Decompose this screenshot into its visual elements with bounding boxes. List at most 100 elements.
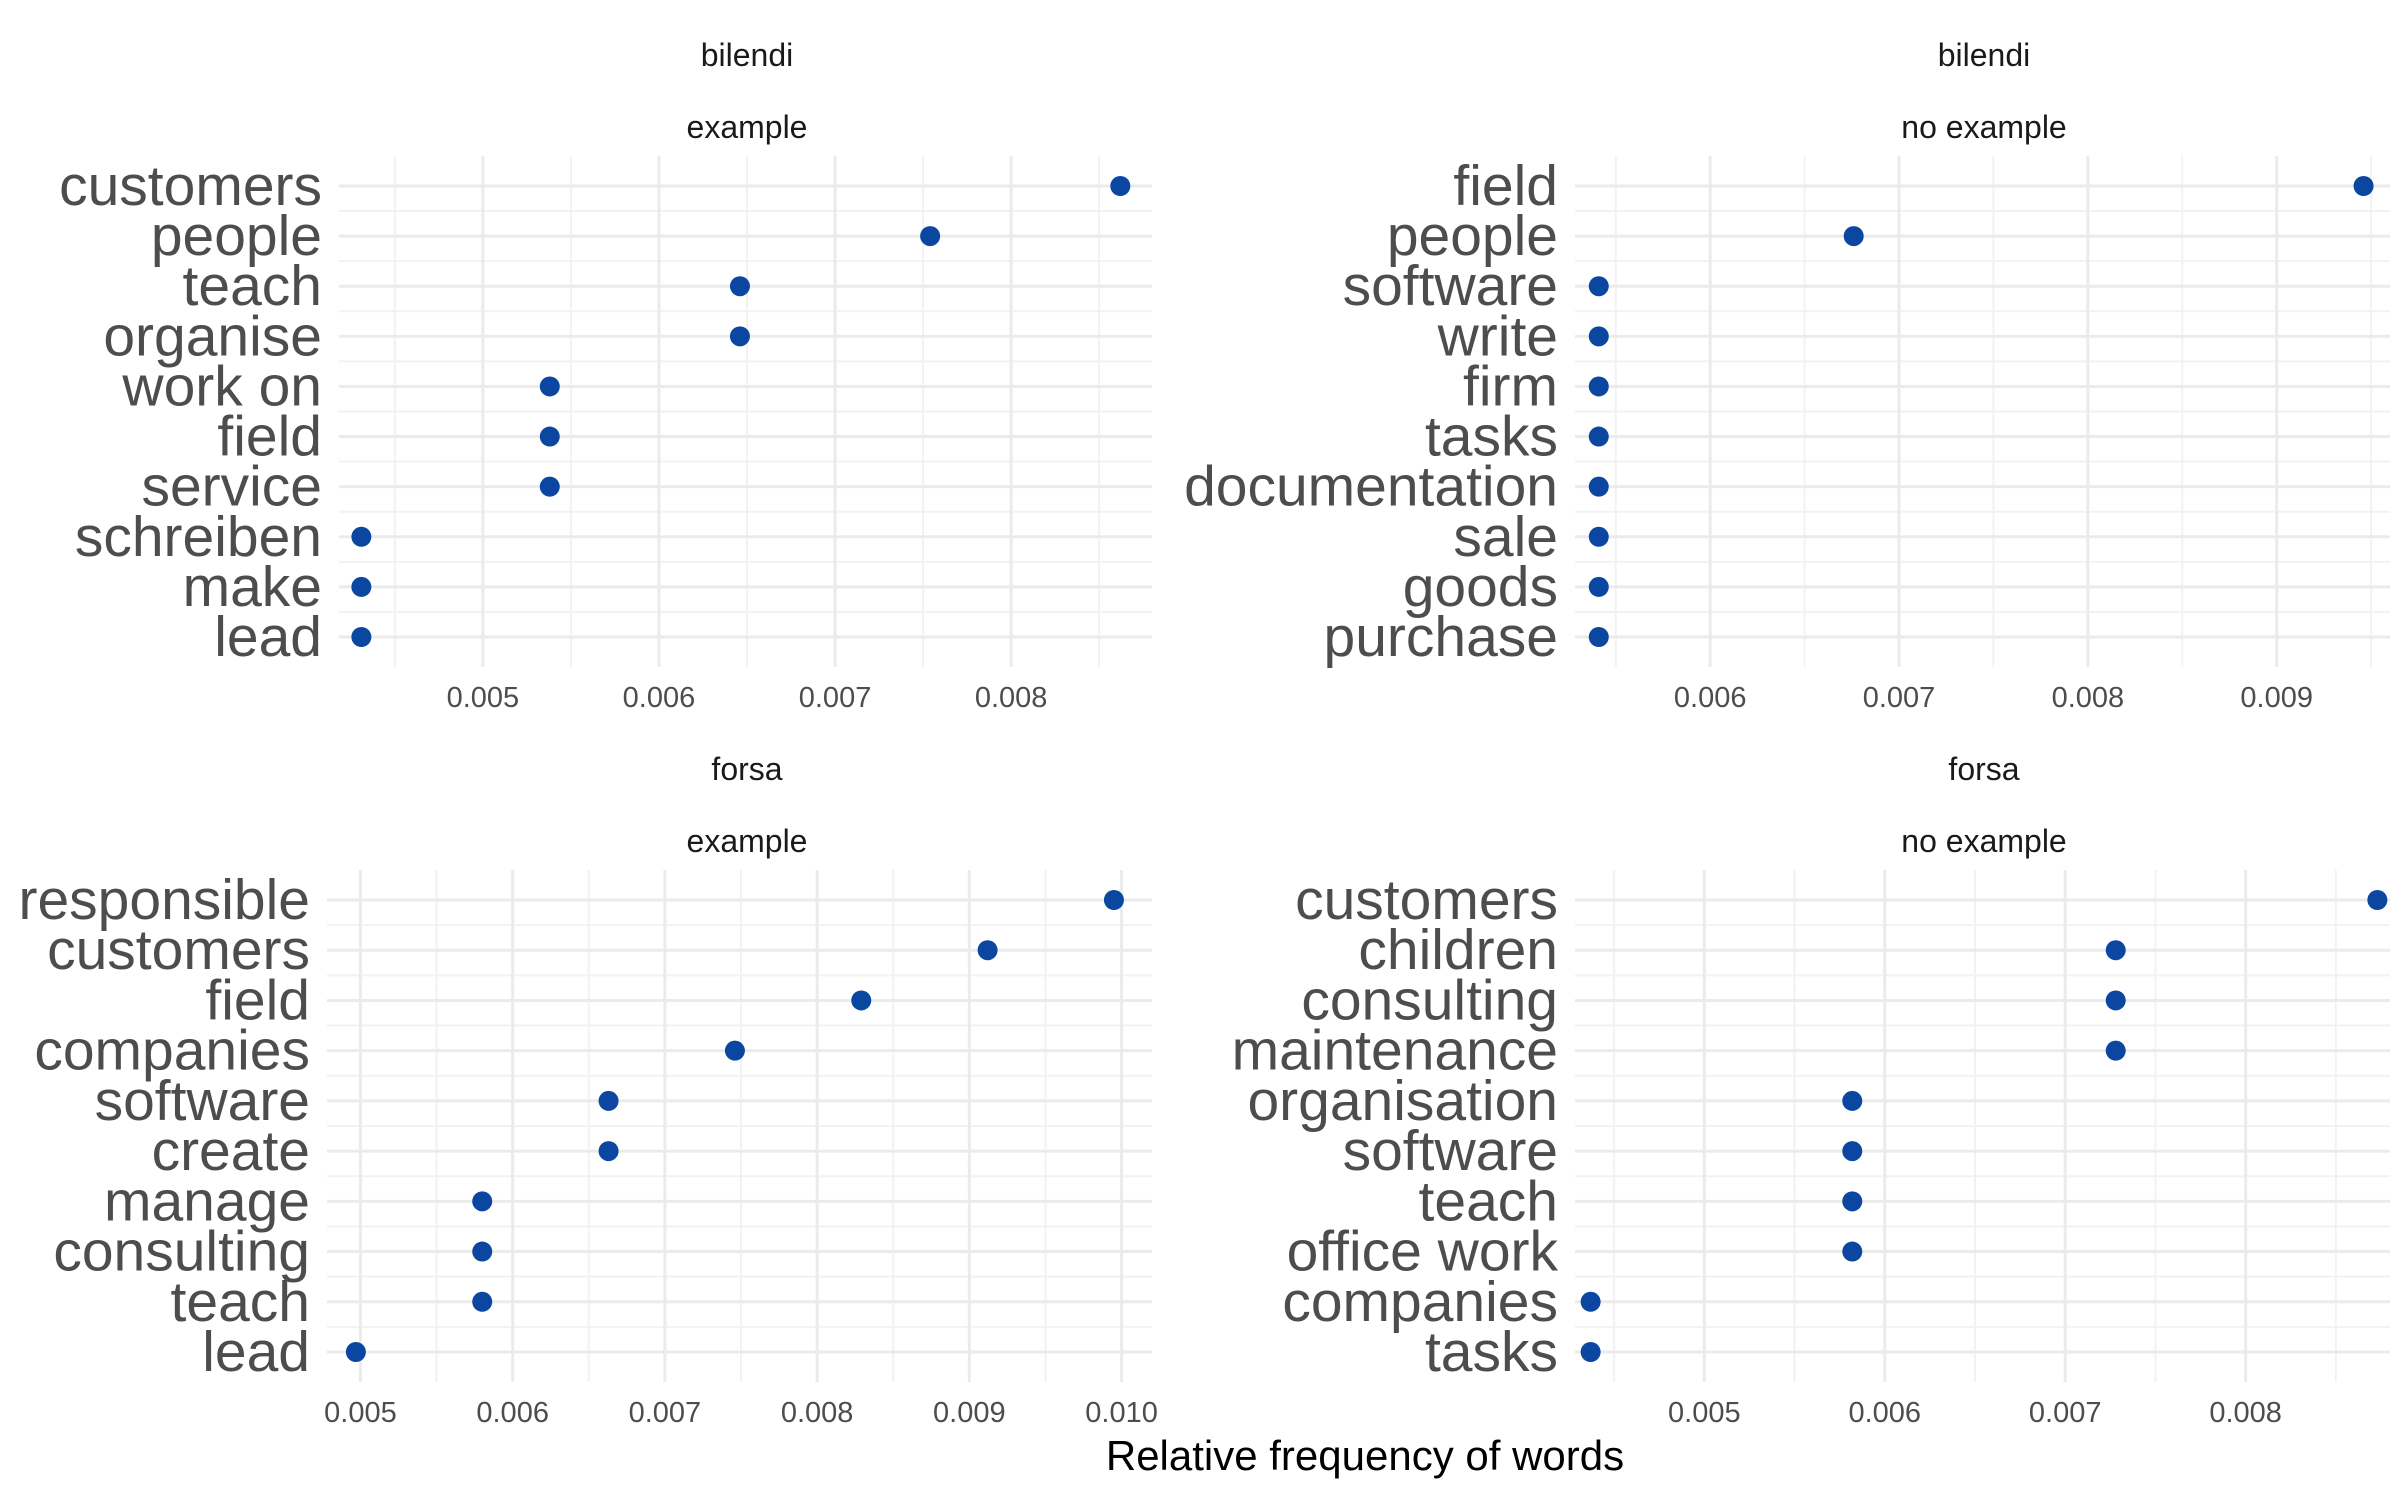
data-point xyxy=(729,276,750,297)
facet-panel: bilendi no example fieldpeoplesoftwarewrit… xyxy=(1184,37,2390,714)
data-point xyxy=(724,1040,745,1061)
y-tick-label: service xyxy=(141,455,322,519)
x-tick-label: 0.010 xyxy=(1085,1397,1158,1429)
facet-panel: forsa example responsiblecustomersfieldcom… xyxy=(18,751,1157,1429)
y-tick-label: maintenance xyxy=(1232,1019,1558,1083)
x-tick-label: 0.008 xyxy=(2209,1397,2282,1429)
facet-label-source: forsa xyxy=(711,751,782,787)
data-point xyxy=(598,1141,619,1162)
facet-label-condition: example xyxy=(687,823,808,859)
data-point xyxy=(1588,526,1609,547)
data-point xyxy=(1110,176,1131,196)
data-point xyxy=(1588,426,1609,447)
facet-label-source: bilendi xyxy=(701,37,794,73)
x-tick-label: 0.005 xyxy=(447,682,520,714)
x-tick-label: 0.007 xyxy=(2029,1397,2102,1429)
y-tick-label: teach xyxy=(171,1270,310,1334)
y-tick-label: tasks xyxy=(1425,1320,1558,1384)
data-point xyxy=(2367,890,2388,910)
data-point xyxy=(1580,1342,1601,1362)
y-tick-label: purchase xyxy=(1324,605,1559,669)
y-tick-label: create xyxy=(152,1119,310,1183)
facet-panel: forsa no example customerschildrenconsulti… xyxy=(1232,751,2390,1429)
y-tick-label: software xyxy=(1343,254,1558,318)
y-tick-label: companies xyxy=(1282,1270,1558,1334)
data-point xyxy=(2105,1040,2126,1061)
y-tick-label: field xyxy=(205,968,310,1032)
data-point xyxy=(1842,1241,1863,1262)
y-tick-label: field xyxy=(217,405,322,469)
data-point xyxy=(729,326,750,347)
data-point xyxy=(1103,890,1124,910)
data-point xyxy=(351,526,372,547)
y-tick-label: consulting xyxy=(1301,968,1558,1032)
x-tick-label: 0.005 xyxy=(324,1397,397,1429)
y-tick-label: customers xyxy=(59,154,322,218)
y-tick-label: software xyxy=(95,1069,310,1133)
data-point xyxy=(1588,326,1609,347)
y-tick-label: make xyxy=(183,555,322,619)
data-point xyxy=(351,576,372,597)
x-tick-label: 0.009 xyxy=(2240,682,2313,714)
facet-panel: bilendi example customerspeopleteachorgani… xyxy=(59,37,1152,714)
data-point xyxy=(1842,1141,1863,1162)
y-tick-label: teach xyxy=(183,254,322,318)
data-point xyxy=(2353,176,2374,196)
x-tick-label: 0.006 xyxy=(1674,682,1747,714)
y-tick-label: customers xyxy=(47,918,310,982)
y-tick-label: software xyxy=(1343,1119,1558,1183)
y-tick-label: customers xyxy=(1295,868,1558,932)
y-tick-label: write xyxy=(1437,304,1558,368)
x-tick-label: 0.006 xyxy=(623,682,696,714)
data-point xyxy=(1842,1191,1863,1212)
data-point xyxy=(1843,226,1864,247)
x-tick-label: 0.008 xyxy=(975,682,1048,714)
x-tick-label: 0.007 xyxy=(629,1397,702,1429)
facet-label-condition: no example xyxy=(1901,109,2066,145)
data-point xyxy=(1588,476,1609,497)
y-tick-label: consulting xyxy=(53,1220,310,1284)
facet-label-source: forsa xyxy=(1948,751,2019,787)
y-tick-label: children xyxy=(1358,918,1558,982)
data-point xyxy=(1588,276,1609,297)
x-tick-label: 0.006 xyxy=(1848,1397,1921,1429)
y-tick-label: tasks xyxy=(1425,405,1558,469)
y-tick-label: organisation xyxy=(1247,1069,1558,1133)
data-point xyxy=(1588,576,1609,597)
y-tick-label: teach xyxy=(1419,1169,1558,1233)
y-tick-label: lead xyxy=(214,605,322,669)
x-tick-label: 0.009 xyxy=(933,1397,1006,1429)
data-point xyxy=(1588,627,1609,647)
x-tick-label: 0.007 xyxy=(1863,682,1936,714)
x-tick-label: 0.006 xyxy=(476,1397,549,1429)
y-tick-label: people xyxy=(151,204,322,268)
y-tick-label: documentation xyxy=(1184,455,1558,519)
data-point xyxy=(345,1342,366,1362)
y-tick-label: office work xyxy=(1287,1220,1559,1284)
data-point xyxy=(1588,376,1609,397)
facet-label-condition: example xyxy=(687,109,808,145)
x-tick-label: 0.008 xyxy=(2052,682,2125,714)
x-tick-label: 0.007 xyxy=(799,682,872,714)
data-point xyxy=(2105,940,2126,961)
y-tick-label: work on xyxy=(121,354,322,418)
y-tick-label: lead xyxy=(202,1320,310,1384)
y-tick-label: people xyxy=(1387,204,1558,268)
data-point xyxy=(539,376,560,397)
data-point xyxy=(977,940,998,961)
x-tick-label: 0.005 xyxy=(1668,1397,1741,1429)
y-tick-label: organise xyxy=(103,304,322,368)
y-tick-label: goods xyxy=(1403,555,1558,619)
data-point xyxy=(1580,1291,1601,1312)
y-tick-label: sale xyxy=(1453,505,1558,569)
y-tick-label: companies xyxy=(34,1019,310,1083)
data-point xyxy=(539,426,560,447)
y-tick-label: manage xyxy=(104,1169,310,1233)
y-tick-label: responsible xyxy=(18,868,310,932)
data-point xyxy=(351,627,372,647)
facet-label-source: bilendi xyxy=(1938,37,2031,73)
data-point xyxy=(472,1291,493,1312)
y-tick-label: schreiben xyxy=(75,505,322,569)
y-tick-label: field xyxy=(1453,154,1558,218)
